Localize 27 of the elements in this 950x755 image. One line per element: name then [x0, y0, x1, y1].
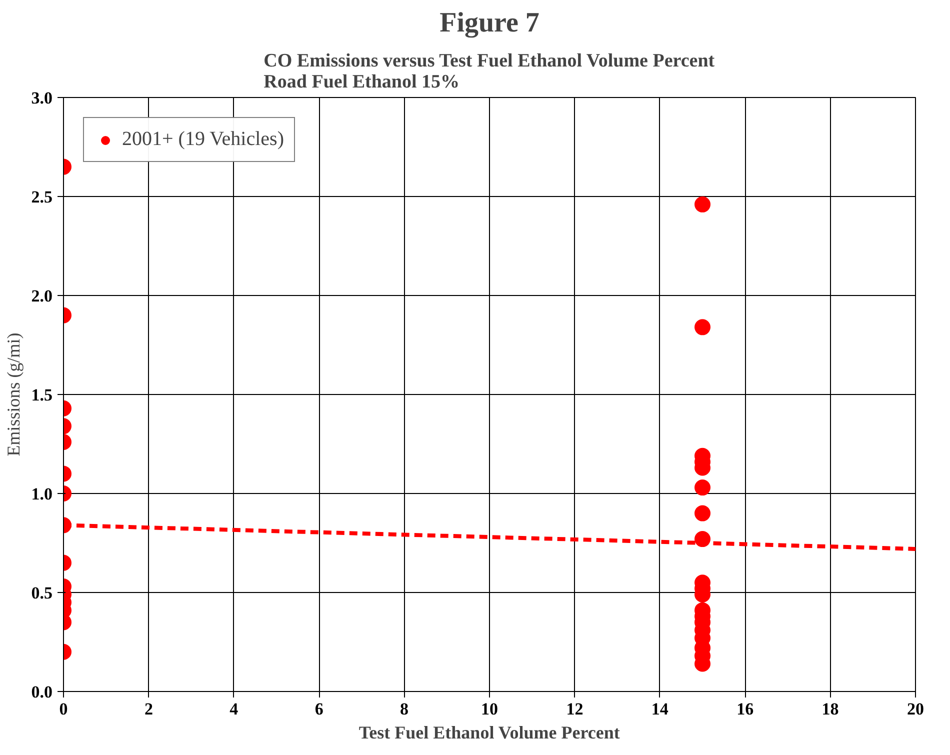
y-tick-label: 0.5 [31, 584, 52, 602]
y-tick-label: 2.5 [31, 188, 52, 206]
x-tick-label: 4 [230, 700, 239, 718]
x-tick-label: 0 [59, 700, 68, 718]
x-tick-label: 20 [907, 700, 924, 718]
x-tick-label: 8 [400, 700, 409, 718]
x-tick-label: 18 [822, 700, 839, 718]
legend-label: 2001+ (19 Vehicles) [122, 128, 284, 151]
x-tick-label: 6 [314, 700, 324, 718]
y-tick-label: 1.0 [31, 484, 52, 504]
x-tick-label: 12 [566, 700, 584, 718]
x-tick-label: 14 [651, 700, 669, 718]
y-axis-title: Emissions (g/mi) [3, 332, 24, 456]
y-tick-label: 2.0 [31, 286, 52, 306]
point [694, 196, 710, 212]
x-axis-title: Test Fuel Ethanol Volume Percent [358, 722, 620, 742]
x-tick-label: 2 [144, 700, 153, 718]
chart-subtitle: CO Emissions versus Test Fuel Ethanol Volume Percent Road Fuel Ethanol 15% [264, 50, 716, 92]
x-tick-label: 10 [481, 700, 498, 718]
y-tick-label: 0.0 [31, 682, 52, 702]
point [694, 480, 710, 496]
x-tick-label: 16 [736, 700, 754, 718]
y-tick-label: 3.0 [31, 88, 52, 108]
point [694, 319, 710, 336]
y-tick-label: 1.5 [31, 386, 52, 404]
point [694, 505, 710, 522]
chart-title: Figure 7 [440, 8, 540, 38]
